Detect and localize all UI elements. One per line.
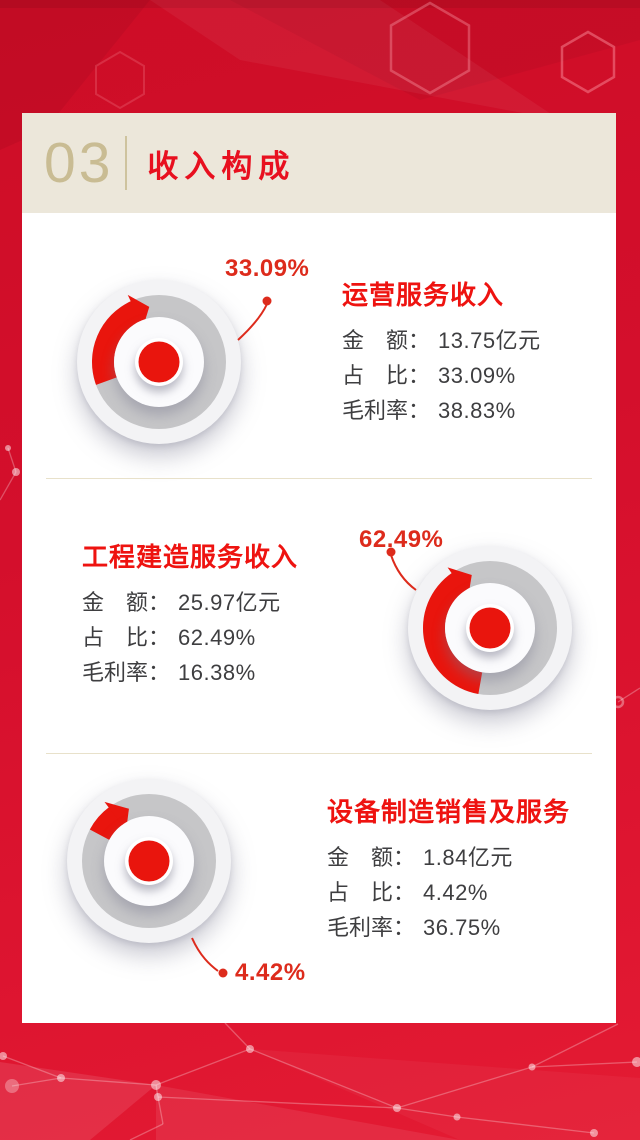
metric-value: 36.75%: [423, 915, 501, 941]
donut-chart-construction: [405, 543, 575, 713]
metric-label: 占 比：: [342, 363, 431, 389]
metric-value: 13.75亿元: [438, 328, 541, 354]
metric-value: 1.84亿元: [423, 845, 513, 871]
donut-center-dot: [469, 607, 511, 649]
section-equipment-services: 4.42% 设备制造销售及服务 金 额： 1.84亿元 占 比： 4.42% 毛利率…: [22, 753, 616, 1023]
metric-row: 占 比： 4.42%: [327, 875, 570, 910]
section-title: 运营服务收入: [342, 280, 505, 310]
section-number: 03: [44, 130, 114, 195]
metric-row: 毛利率： 16.38%: [82, 655, 298, 690]
metric-row: 毛利率： 38.83%: [342, 393, 541, 428]
metric-value: 62.49%: [178, 625, 256, 651]
section-title: 设备制造销售及服务: [327, 797, 571, 827]
donut-chart-equipment: [64, 776, 234, 946]
metric-value: 38.83%: [438, 398, 516, 424]
metric-label: 毛利率：: [82, 660, 171, 686]
metric-row: 金 额： 25.97亿元: [82, 585, 298, 620]
page-title: 收入构成: [147, 148, 296, 184]
section-divider: [46, 478, 592, 479]
section-info: 运营服务收入 金 额： 13.75亿元 占 比： 33.09% 毛利率： 38.83%: [342, 280, 541, 428]
metric-label: 占 比：: [327, 880, 416, 906]
metric-label: 金 额：: [82, 590, 171, 616]
card-header: 03 收入构成: [22, 113, 616, 213]
section-operating-services: 33.09% 运营服务收入 金 额： 13.75亿元 占 比： 33.09% 毛利率…: [22, 213, 616, 478]
section-info: 设备制造销售及服务 金 额： 1.84亿元 占 比： 4.42% 毛利率： 36.75…: [327, 797, 570, 945]
metric-value: 25.97亿元: [178, 590, 281, 616]
donut-chart-operating: [74, 277, 244, 447]
metric-label: 金 额：: [342, 328, 431, 354]
metric-label: 毛利率：: [342, 398, 431, 424]
metric-value: 16.38%: [178, 660, 256, 686]
metric-row: 占 比： 62.49%: [82, 620, 298, 655]
metric-row: 毛利率： 36.75%: [327, 910, 570, 945]
donut-center-dot: [138, 341, 180, 383]
metric-row: 金 额： 13.75亿元: [342, 323, 541, 358]
section-divider: [46, 753, 592, 754]
metric-label: 占 比：: [82, 625, 171, 651]
percent-callout: 62.49%: [359, 526, 444, 553]
metric-value: 33.09%: [438, 363, 516, 389]
metric-label: 金 额：: [327, 845, 416, 871]
percent-callout: 33.09%: [225, 255, 310, 282]
donut-center-dot: [128, 840, 170, 882]
metric-value: 4.42%: [423, 880, 488, 906]
metric-row: 占 比： 33.09%: [342, 358, 541, 393]
section-info: 工程建造服务收入 金 额： 25.97亿元 占 比： 62.49% 毛利率： 16.3…: [82, 542, 298, 690]
revenue-card: 03 收入构成 33.09% 运营服务收入 金 额： 13.75亿元 占 比： 33…: [22, 113, 616, 1023]
section-construction-services: 62.49% 工程建造服务收入 金 额： 25.97亿元 占 比： 62.49% 毛…: [22, 478, 616, 753]
metric-row: 金 额： 1.84亿元: [327, 840, 570, 875]
header-divider: [125, 136, 128, 190]
metric-label: 毛利率：: [327, 915, 416, 941]
section-title: 工程建造服务收入: [82, 542, 299, 572]
percent-callout: 4.42%: [235, 959, 306, 986]
